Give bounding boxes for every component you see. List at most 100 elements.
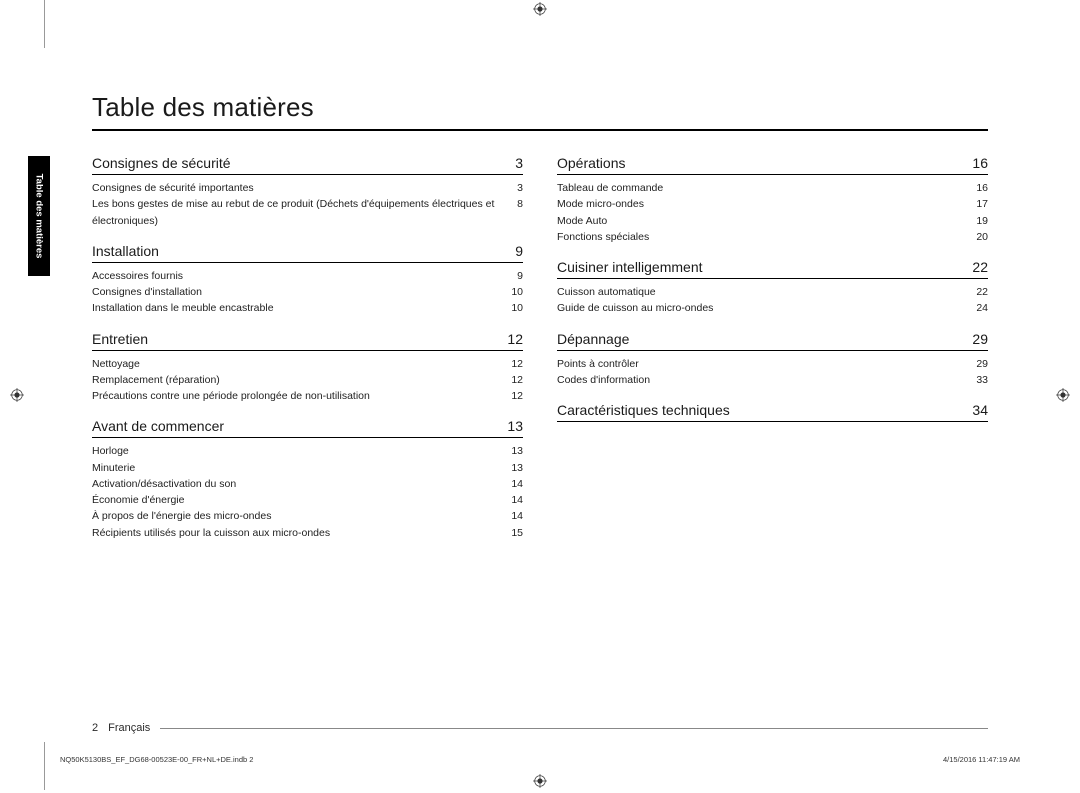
toc-item: Consignes d'installation10 bbox=[92, 284, 523, 300]
toc-item-page: 10 bbox=[507, 284, 523, 300]
toc-item-label: Les bons gestes de mise au rebut de ce p… bbox=[92, 196, 507, 229]
toc-section-page: 9 bbox=[515, 243, 523, 259]
toc-item-page: 3 bbox=[507, 180, 523, 196]
toc-item: Minuterie13 bbox=[92, 460, 523, 476]
toc-item: À propos de l'énergie des micro-ondes14 bbox=[92, 508, 523, 524]
toc-section-page: 3 bbox=[515, 155, 523, 171]
footer-rule bbox=[160, 728, 988, 729]
toc-section-head: Dépannage 29 bbox=[557, 331, 988, 351]
toc-section-title: Dépannage bbox=[557, 331, 629, 347]
registration-mark-icon bbox=[1056, 388, 1070, 402]
toc-item-label: Horloge bbox=[92, 443, 507, 459]
toc-section-page: 22 bbox=[972, 259, 988, 275]
toc-section-title: Cuisiner intelligemment bbox=[557, 259, 703, 275]
toc-item-page: 9 bbox=[507, 268, 523, 284]
toc-section-title: Opérations bbox=[557, 155, 625, 171]
toc-item: Guide de cuisson au micro-ondes24 bbox=[557, 300, 988, 316]
print-meta: NQ50K5130BS_EF_DG68-00523E-00_FR+NL+DE.i… bbox=[60, 755, 1020, 764]
toc-item-label: Précautions contre une période prolongée… bbox=[92, 388, 507, 404]
toc-item-page: 16 bbox=[972, 180, 988, 196]
toc-item-label: Minuterie bbox=[92, 460, 507, 476]
toc-item: Économie d'énergie14 bbox=[92, 492, 523, 508]
toc-item-label: Consignes de sécurité importantes bbox=[92, 180, 507, 196]
page: Table des matières Table des matières Co… bbox=[0, 0, 1080, 790]
toc-item-page: 13 bbox=[507, 443, 523, 459]
page-title: Table des matières bbox=[92, 92, 988, 123]
toc-item-page: 8 bbox=[507, 196, 523, 212]
toc-item-label: Récipients utilisés pour la cuisson aux … bbox=[92, 525, 507, 541]
toc-item: Récipients utilisés pour la cuisson aux … bbox=[92, 525, 523, 541]
toc-item: Tableau de commande16 bbox=[557, 180, 988, 196]
toc-item-label: À propos de l'énergie des micro-ondes bbox=[92, 508, 507, 524]
toc-item: Horloge13 bbox=[92, 443, 523, 459]
toc-columns: Consignes de sécurité3Consignes de sécur… bbox=[92, 155, 988, 541]
toc-item: Nettoyage12 bbox=[92, 356, 523, 372]
side-tab: Table des matières bbox=[28, 156, 50, 276]
print-file: NQ50K5130BS_EF_DG68-00523E-00_FR+NL+DE.i… bbox=[60, 755, 253, 764]
toc-section-title: Avant de commencer bbox=[92, 418, 224, 434]
toc-item-page: 33 bbox=[972, 372, 988, 388]
crop-mark bbox=[44, 742, 45, 790]
registration-mark-icon bbox=[533, 774, 547, 788]
toc-section-items: Consignes de sécurité importantes3Les bo… bbox=[92, 180, 523, 229]
page-language: Français bbox=[108, 722, 150, 734]
crop-mark bbox=[44, 0, 45, 48]
toc-item: Précautions contre une période prolongée… bbox=[92, 388, 523, 404]
toc-item-label: Consignes d'installation bbox=[92, 284, 507, 300]
toc-section-head: Consignes de sécurité 3 bbox=[92, 155, 523, 175]
toc-item-page: 12 bbox=[507, 388, 523, 404]
toc-section-items: Accessoires fournis9Consignes d'installa… bbox=[92, 268, 523, 317]
toc-item-label: Économie d'énergie bbox=[92, 492, 507, 508]
toc-item-label: Activation/désactivation du son bbox=[92, 476, 507, 492]
toc-item-page: 12 bbox=[507, 356, 523, 372]
toc-section-head: Entretien12 bbox=[92, 331, 523, 351]
toc-section-head: Avant de commencer 13 bbox=[92, 418, 523, 438]
toc-section-head: Caractéristiques techniques34 bbox=[557, 402, 988, 422]
toc-item-page: 20 bbox=[972, 229, 988, 245]
toc-section-page: 29 bbox=[972, 331, 988, 347]
toc-item-label: Codes d'information bbox=[557, 372, 972, 388]
footer: 2 Français bbox=[92, 722, 988, 734]
toc-item: Points à contrôler29 bbox=[557, 356, 988, 372]
toc-section-title: Installation bbox=[92, 243, 159, 259]
toc-item-label: Points à contrôler bbox=[557, 356, 972, 372]
toc-section-page: 34 bbox=[972, 402, 988, 418]
toc-section-page: 13 bbox=[507, 418, 523, 434]
toc-item: Mode micro-ondes17 bbox=[557, 196, 988, 212]
toc-item-page: 14 bbox=[507, 492, 523, 508]
toc-item-label: Accessoires fournis bbox=[92, 268, 507, 284]
toc-section-head: Cuisiner intelligemment 22 bbox=[557, 259, 988, 279]
toc-item: Remplacement (réparation)12 bbox=[92, 372, 523, 388]
toc-item-label: Nettoyage bbox=[92, 356, 507, 372]
registration-mark-icon bbox=[10, 388, 24, 402]
toc-section-head: Installation 9 bbox=[92, 243, 523, 263]
side-tab-label: Table des matières bbox=[34, 174, 45, 259]
toc-item: Codes d'information33 bbox=[557, 372, 988, 388]
toc-item-page: 14 bbox=[507, 508, 523, 524]
toc-section-items: Horloge13Minuterie13Activation/désactiva… bbox=[92, 443, 523, 541]
toc-item-label: Remplacement (réparation) bbox=[92, 372, 507, 388]
toc-item: Mode Auto19 bbox=[557, 213, 988, 229]
page-number: 2 bbox=[92, 722, 98, 734]
toc-item-page: 15 bbox=[507, 525, 523, 541]
toc-item-label: Tableau de commande bbox=[557, 180, 972, 196]
toc-item: Les bons gestes de mise au rebut de ce p… bbox=[92, 196, 523, 229]
toc-section-items: Cuisson automatique22Guide de cuisson au… bbox=[557, 284, 988, 317]
toc-item-page: 29 bbox=[972, 356, 988, 372]
toc-item-label: Mode micro-ondes bbox=[557, 196, 972, 212]
toc-item: Installation dans le meuble encastrable1… bbox=[92, 300, 523, 316]
toc-item-page: 10 bbox=[507, 300, 523, 316]
toc-section-page: 16 bbox=[972, 155, 988, 171]
toc-item: Cuisson automatique22 bbox=[557, 284, 988, 300]
toc-section-title: Entretien bbox=[92, 331, 148, 347]
toc-item-label: Cuisson automatique bbox=[557, 284, 972, 300]
toc-item-page: 24 bbox=[972, 300, 988, 316]
toc-item-page: 14 bbox=[507, 476, 523, 492]
toc-item-page: 22 bbox=[972, 284, 988, 300]
toc-section-items: Tableau de commande16Mode micro-ondes17M… bbox=[557, 180, 988, 245]
toc-section-items: Points à contrôler29Codes d'information3… bbox=[557, 356, 988, 389]
toc-item-label: Mode Auto bbox=[557, 213, 972, 229]
toc-item-page: 12 bbox=[507, 372, 523, 388]
toc-section-title: Consignes de sécurité bbox=[92, 155, 231, 171]
toc-section-items: Nettoyage12Remplacement (réparation)12Pr… bbox=[92, 356, 523, 405]
